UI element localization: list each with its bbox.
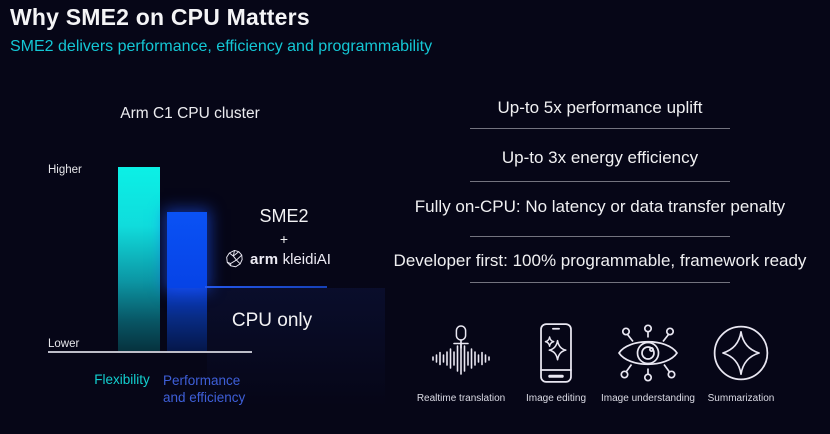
benefit-developer-first: Developer first: 100% programmable, fram… [393, 251, 807, 270]
category-label-performance: Performance and efficiency [163, 373, 246, 405]
use-case-image-understanding: Image understanding [583, 320, 713, 404]
arm-wordmark: arm [250, 251, 279, 268]
axis-label-higher: Higher [48, 164, 82, 176]
benefit-energy-efficiency: Up-to 3x energy efficiency [501, 148, 699, 167]
bar-performance-cpu-only-segment [167, 288, 207, 351]
cpu-only-label: CPU only [231, 310, 313, 331]
benefit-underline [470, 236, 730, 237]
cpu-only-glow [207, 288, 385, 406]
benefit-on-cpu: Fully on-CPU: No latency or data transfe… [414, 197, 786, 216]
use-case-label: Realtime translation [416, 393, 506, 404]
benefit-underline [470, 181, 730, 182]
page-title: Why SME2 on CPU Matters [10, 4, 310, 30]
use-case-summarization: Summarization [676, 320, 806, 404]
use-case-label: Summarization [707, 393, 775, 404]
benefit-underline [470, 128, 730, 129]
page-subtitle: SME2 delivers performance, efficiency an… [10, 38, 433, 55]
use-case-realtime-translation: Realtime translation [396, 320, 526, 404]
phone-sparkle-icon [535, 320, 577, 386]
chart-title: Arm C1 CPU cluster [120, 105, 260, 122]
use-case-label: Image editing [525, 393, 587, 404]
benefit-performance-uplift: Up-to 5x performance uplift [497, 98, 703, 117]
sme2-cpu-divider-line [205, 286, 327, 288]
eye-network-icon [613, 320, 683, 386]
plus-sign: + [279, 231, 289, 247]
category-label-flexibility: Flexibility [94, 372, 150, 387]
kleidiai-brain-icon [224, 249, 245, 270]
benefit-underline [470, 282, 730, 283]
bar-flexibility [118, 167, 160, 351]
arm-kleidiai-brand: arm kleidiAI [224, 249, 331, 270]
use-case-label: Image understanding [601, 393, 695, 404]
star-circle-icon [711, 320, 771, 386]
kleidiai-wordmark: kleidiAI [282, 251, 331, 268]
bar-performance-sme2-segment [167, 212, 207, 288]
sme2-label: SME2 [259, 206, 309, 226]
use-case-image-editing: Image editing [491, 320, 621, 404]
axis-label-lower: Lower [48, 338, 80, 350]
baseline-axis [48, 351, 252, 353]
microphone-waveform-icon [428, 320, 494, 386]
